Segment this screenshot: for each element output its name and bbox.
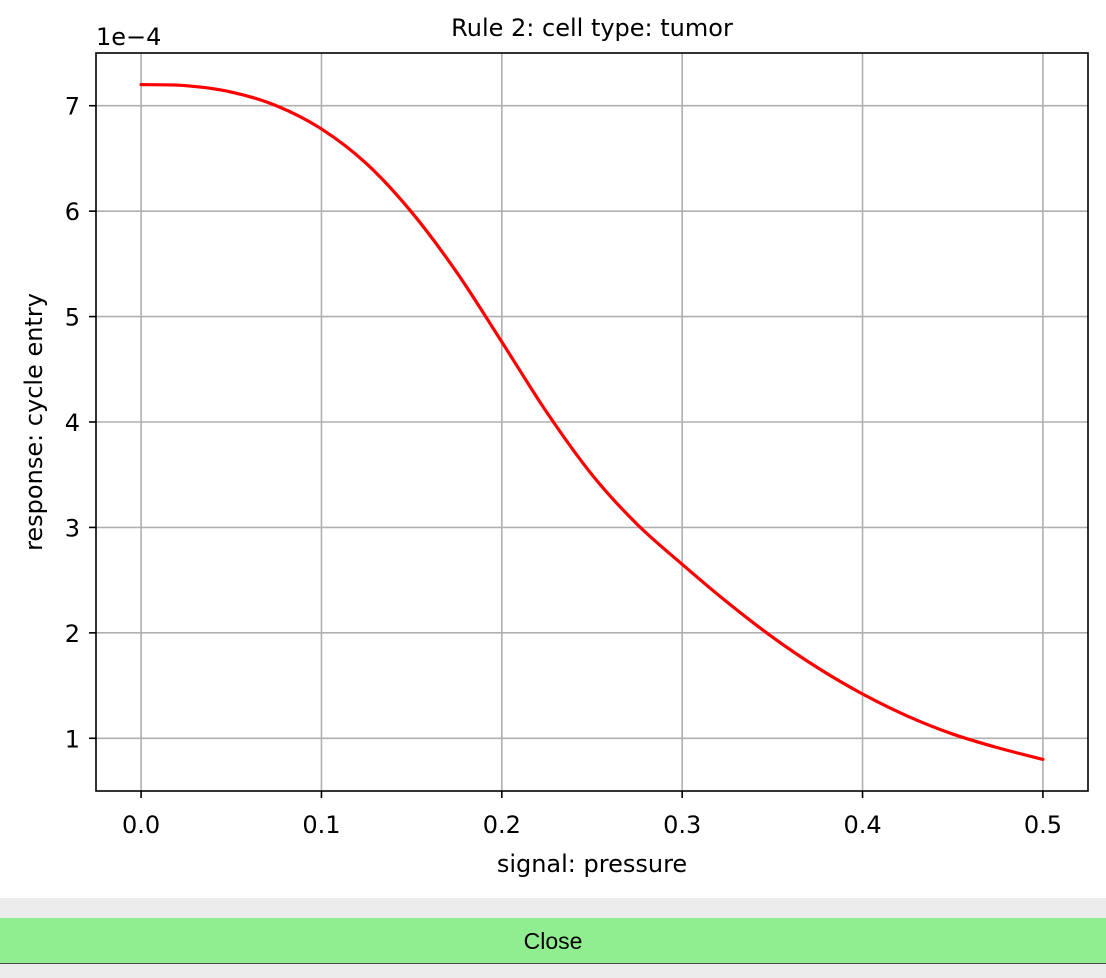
close-button[interactable]: Close — [0, 918, 1106, 964]
x-tick-label: 0.4 — [843, 811, 881, 839]
x-tick-label: 0.3 — [663, 811, 701, 839]
y-axis-title: response: cycle entry — [20, 293, 48, 551]
x-tick-label: 0.5 — [1024, 811, 1062, 839]
y-tick-label: 6 — [65, 198, 80, 226]
y-tick-label: 3 — [65, 514, 80, 542]
x-tick-label: 0.0 — [122, 811, 160, 839]
y-tick-label: 4 — [65, 409, 80, 437]
line-chart: 0.0 0.1 0.2 0.3 0.4 0.5 1 2 3 4 5 6 7 Rule 2: cell … — [20, 14, 1089, 878]
chart-title: Rule 2: cell type: tumor — [451, 14, 733, 42]
footer-bar: Close — [0, 898, 1106, 978]
x-axis-title: signal: pressure — [497, 850, 687, 878]
series-layer — [139, 83, 1045, 761]
x-axis-ticks: 0.0 0.1 0.2 0.3 0.4 0.5 — [122, 791, 1062, 839]
x-tick-label: 0.1 — [302, 811, 340, 839]
y-axis-offset-label: 1e−4 — [96, 23, 161, 51]
y-tick-label: 5 — [65, 304, 80, 332]
grid-lines — [96, 53, 1088, 791]
series-line — [139, 83, 1045, 761]
y-tick-label: 1 — [65, 725, 80, 753]
y-tick-label: 2 — [65, 620, 80, 648]
y-tick-label: 7 — [65, 93, 80, 121]
x-tick-label: 0.2 — [483, 811, 521, 839]
y-axis-ticks: 1 2 3 4 5 6 7 — [65, 93, 96, 753]
